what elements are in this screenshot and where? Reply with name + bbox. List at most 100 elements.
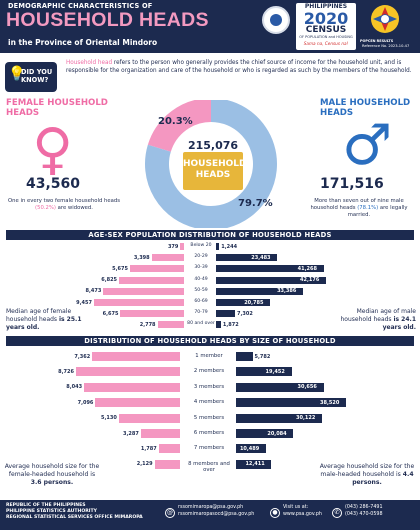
footer-visit-label: Visit us at: — [283, 505, 309, 510]
footer-email1[interactable]: rssomimaropa@psa.gov.ph — [178, 505, 244, 510]
male-bar — [236, 382, 324, 392]
age-section-title: AGE-SEX POPULATION DISTRIBUTION OF HOUSE… — [6, 230, 414, 240]
category-label: 20-29 — [194, 254, 208, 260]
census-logo: PHILIPPINES 2020 CENSUS OF POPULATION an… — [296, 3, 356, 50]
male-value-label: 7,302 — [237, 310, 253, 317]
male-bar — [236, 459, 272, 469]
female-bar — [140, 429, 180, 438]
male-bar — [236, 444, 266, 454]
male-title: MALE HOUSEHOLD HEADS — [320, 98, 411, 118]
category-label: 6 members — [193, 430, 225, 436]
category-label: 2 members — [193, 368, 225, 375]
female-bar — [129, 265, 184, 273]
female-bar — [118, 413, 180, 423]
male-value-label: 41,268 — [297, 265, 317, 272]
male-symbol-icon: ♂ — [342, 113, 393, 178]
popcen-label: POPCEN RESULTS — [360, 39, 394, 43]
male-value-label: 30,122 — [296, 415, 316, 422]
female-bar — [158, 444, 180, 454]
category-label: 70-79 — [194, 310, 208, 316]
female-value-label: 5,130 — [101, 415, 117, 422]
male-bar — [216, 265, 324, 273]
category-label: 40-49 — [194, 276, 208, 282]
female-value-label: 7,362 — [74, 353, 91, 360]
female-value-label: 9,457 — [76, 299, 92, 306]
donut-female-slice — [147, 100, 212, 153]
female-title: FEMALE HOUSEHOLD HEADS — [6, 98, 108, 118]
footer-email2[interactable]: rssomimaropasocd@psa.gov.ph — [178, 512, 255, 517]
male-value-label: 38,520 — [320, 399, 340, 406]
female-bar — [151, 254, 184, 262]
female-bar — [103, 287, 184, 295]
female-bar — [94, 299, 184, 306]
female-value-label: 5,675 — [112, 265, 128, 272]
female-value-label: 1,787 — [140, 445, 157, 452]
total-household-heads: 215,076 — [187, 139, 239, 152]
globe-icon: ● — [270, 508, 280, 518]
category-label: 5 members — [193, 414, 225, 421]
female-note: One in every two female household heads … — [8, 198, 120, 211]
header-province: in the Province of Oriental Mindoro — [8, 38, 158, 47]
female-value-label: 8,473 — [85, 288, 102, 295]
male-count: 171,516 — [320, 176, 384, 192]
male-bar — [216, 243, 220, 250]
lightbulb-icon: 💡 — [8, 66, 26, 82]
avg-male-size: Average household size for the male-head… — [319, 463, 415, 486]
female-count: 43,560 — [26, 176, 81, 192]
intro-text: Household head refers to the person who … — [66, 60, 412, 74]
avg-female-size: Average household size for the female-he… — [4, 463, 100, 486]
female-percent: 20.3% — [158, 116, 193, 127]
female-value-label: 8,043 — [66, 384, 83, 391]
female-bar — [180, 243, 184, 250]
header-title: HOUSEHOLD HEADS — [6, 9, 209, 31]
footer-org1: REPUBLIC OF THE PHILIPPINES — [6, 503, 86, 508]
male-value-label: 5,782 — [254, 353, 271, 360]
female-bar — [120, 310, 184, 318]
male-bar — [236, 429, 294, 438]
household-heads-donut — [145, 100, 277, 228]
male-bar — [236, 413, 323, 423]
female-symbol-icon: ♀ — [32, 117, 74, 182]
female-value-label: 7,096 — [77, 399, 94, 406]
male-bar — [236, 352, 253, 361]
female-value-label: 8,726 — [58, 368, 74, 375]
footer-org2: PHILIPPINE STATISTICS AUTHORITY — [6, 509, 97, 514]
email-icon: @ — [165, 508, 175, 518]
male-value-label: 33,386 — [277, 288, 297, 295]
category-label: 3 members — [193, 383, 225, 390]
female-value-label: 2,129 — [136, 461, 153, 468]
female-value-label: 3,287 — [122, 430, 139, 437]
male-value-label: 20,084 — [267, 430, 287, 437]
footer-phone2: (043) 470-0598 — [345, 512, 383, 517]
footer-website[interactable]: www.psa.gov.ph — [283, 512, 322, 517]
did-you-know-badge: 💡 DID YOU KNOW? — [5, 62, 57, 92]
male-value-label: 10,489 — [239, 445, 260, 452]
male-value-label: 12,411 — [245, 461, 265, 468]
female-bar — [157, 321, 184, 329]
header-subtitle: DEMOGRAPHIC CHARACTERISTICS OF — [8, 2, 153, 10]
female-bar — [154, 459, 180, 469]
category-label: 30-39 — [194, 265, 208, 271]
category-label: 7 members — [193, 445, 225, 452]
category-label: Below 20 — [190, 243, 212, 248]
male-bar — [236, 398, 346, 408]
female-value-label: 379 — [167, 243, 179, 250]
male-percent: 79.7% — [238, 198, 273, 209]
female-bar — [119, 276, 184, 284]
male-value-label: 20,785 — [244, 299, 264, 306]
category-label: 1 member — [195, 353, 223, 359]
female-value-label: 3,398 — [133, 254, 150, 261]
male-value-label: 19,452 — [265, 368, 285, 375]
footer-phone1: (043) 286-7491 — [345, 505, 383, 510]
psa-logo — [262, 6, 290, 34]
male-bar — [216, 287, 304, 295]
total-label: HOUSEHOLD HEADS — [183, 152, 247, 190]
male-note: More than seven out of nine male househo… — [310, 198, 408, 218]
category-label: 60-69 — [194, 299, 208, 304]
female-value-label: 6,675 — [102, 310, 119, 317]
male-value-label: 1,244 — [221, 243, 238, 250]
category-label: 4 members — [193, 399, 225, 406]
category-label: 80 and over — [187, 321, 215, 327]
female-bar — [92, 352, 180, 361]
category-label: 50-59 — [194, 287, 208, 293]
